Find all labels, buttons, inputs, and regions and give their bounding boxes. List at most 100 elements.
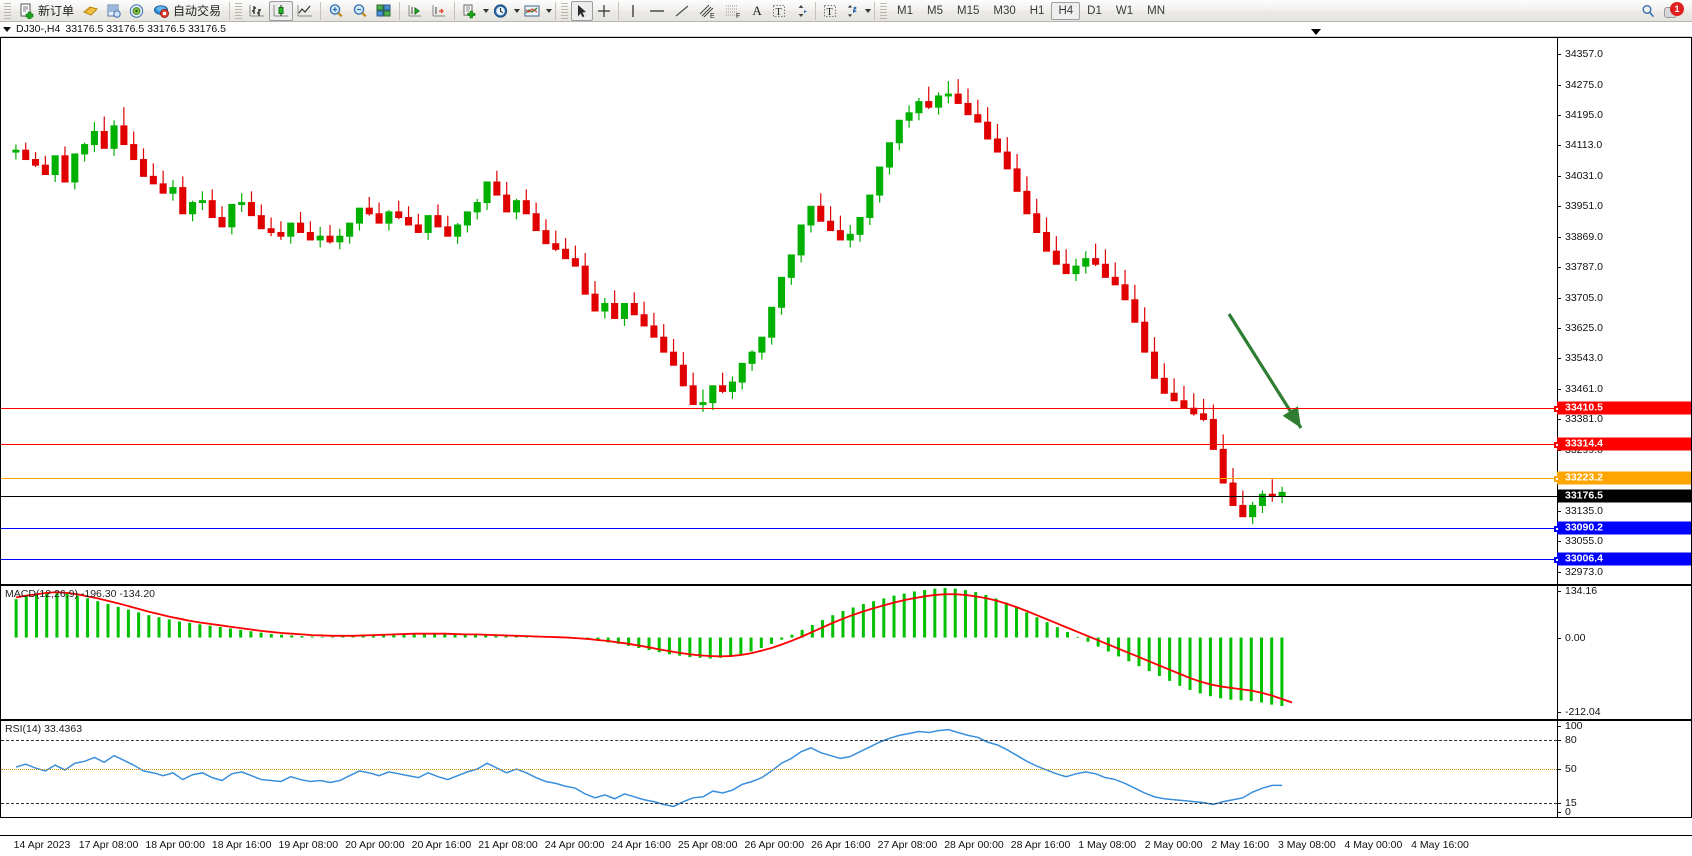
zoom-in-button[interactable] — [324, 1, 348, 21]
svg-text:T: T — [776, 7, 782, 18]
arrows-icon — [848, 4, 858, 17]
auto-trading-button[interactable]: 自动交易 — [148, 1, 226, 21]
line-chart-button[interactable] — [293, 1, 317, 21]
rsi-pane[interactable]: RSI(14) 33.4363 100 80 50 15 0 — [0, 720, 1692, 818]
text-label-button-2[interactable]: T — [819, 1, 841, 21]
resistance-line-2[interactable] — [1, 441, 1560, 448]
arrows-dropdown-caret[interactable] — [865, 8, 872, 13]
data-window-button[interactable] — [102, 1, 125, 21]
macd-tick: -212.04 — [1557, 706, 1691, 718]
text-label-button[interactable]: T — [768, 1, 790, 21]
svg-text:T: T — [827, 7, 833, 18]
timeframe-d1[interactable]: D1 — [1087, 4, 1102, 17]
new-order-button[interactable]: 新订单 — [14, 1, 79, 21]
shapes-button[interactable] — [790, 1, 812, 21]
vertical-line-button[interactable] — [622, 1, 644, 21]
fibonacci-button[interactable]: F — [720, 1, 746, 21]
templates-button[interactable] — [520, 1, 544, 21]
period-button[interactable] — [489, 1, 512, 21]
line-handle[interactable] — [1554, 441, 1560, 448]
price-tick: 33705.0 — [1557, 292, 1691, 304]
shift-end-button[interactable] — [403, 1, 427, 21]
toolbar-grip-3[interactable] — [561, 1, 569, 20]
rsi-level-15 — [1, 802, 1557, 804]
pending-order-line[interactable] — [1, 476, 1560, 483]
search-icon[interactable] — [1640, 3, 1658, 19]
current-price-line-label[interactable]: 33176.5 — [1557, 489, 1691, 503]
timeframe-m30[interactable]: M30 — [993, 4, 1016, 17]
line-handle[interactable] — [1554, 557, 1560, 564]
line-handle[interactable] — [1554, 406, 1560, 413]
chart-grid-button[interactable] — [372, 1, 396, 21]
crosshair-icon — [598, 4, 611, 17]
macd-pane[interactable]: MACD(12,26,9) -196.30 -134.20 134.16 0.00… — [0, 585, 1692, 720]
timeframe-m5[interactable]: M5 — [927, 4, 943, 17]
timeframe-w1[interactable]: W1 — [1115, 4, 1134, 17]
price-pane[interactable]: 34357.0 34275.0 34195.0 34113.0 34031.0 33951… — [0, 29, 1692, 585]
support-line-1[interactable] — [1, 525, 1560, 532]
down-arrow-annotation[interactable] — [1, 38, 1557, 584]
auto-scroll-button[interactable] — [427, 1, 451, 21]
time-axis[interactable]: 14 Apr 2023 17 Apr 08:00 18 Apr 00:00 18 Ap… — [0, 835, 1692, 856]
bar-chart-button[interactable] — [245, 1, 269, 21]
resistance-line-2-label[interactable]: 33314.4 — [1557, 437, 1691, 451]
chart-area[interactable]: 34357.0 34275.0 34195.0 34113.0 34031.0 33951… — [0, 29, 1692, 835]
timeframe-m1[interactable]: M1 — [897, 4, 914, 17]
bar-chart-icon — [249, 4, 265, 16]
scroll-marker-icon[interactable] — [1311, 29, 1321, 35]
shift-end-icon — [408, 4, 422, 16]
price-tick: 33787.0 — [1557, 261, 1691, 273]
timeframe-h1[interactable]: H1 — [1029, 4, 1045, 17]
price-plot[interactable] — [1, 38, 1557, 584]
time-tick: 19 Apr 08:00 — [278, 839, 339, 851]
arrows-button[interactable] — [841, 1, 863, 21]
cursor-button[interactable] — [571, 0, 594, 21]
horizontal-line-button[interactable] — [644, 1, 670, 21]
trendline-button[interactable] — [670, 1, 694, 21]
time-tick: 26 Apr 00:00 — [744, 839, 805, 851]
timeframe-h4[interactable]: H4 — [1051, 1, 1081, 20]
candlestick-series — [12, 79, 1286, 525]
macd-plot — [1, 586, 1557, 719]
zoom-out-button[interactable] — [348, 1, 372, 21]
toolbar-grip-2[interactable] — [235, 1, 243, 20]
pending-order-line-label[interactable]: 33223.2 — [1557, 471, 1691, 485]
line-handle[interactable] — [1554, 476, 1560, 483]
rsi-tick: 50 — [1557, 763, 1691, 775]
crosshair-button[interactable] — [593, 1, 615, 21]
line-handle[interactable] — [1554, 525, 1560, 532]
timeframe-mn[interactable]: MN — [1147, 4, 1165, 17]
price-axis[interactable]: 34357.0 34275.0 34195.0 34113.0 34031.0 33951… — [1557, 38, 1691, 584]
timeframe-m15[interactable]: M15 — [957, 4, 980, 17]
price-tick: 33951.0 — [1557, 200, 1691, 212]
toolbar-grip-4[interactable] — [880, 1, 888, 20]
indicators-dropdown-caret[interactable] — [483, 8, 490, 13]
price-tick: 34275.0 — [1557, 79, 1691, 91]
alerts-badge[interactable]: 1 — [1664, 1, 1684, 20]
macd-series — [14, 587, 1293, 706]
rsi-series — [15, 728, 1283, 808]
candlestick-chart-button[interactable] — [269, 0, 294, 21]
period-dropdown-caret[interactable] — [514, 8, 521, 13]
resistance-line-1[interactable] — [1, 406, 1560, 413]
toolbar-separator-2 — [320, 1, 322, 20]
toolbar-grip[interactable] — [4, 1, 11, 20]
toolbar-separator — [229, 1, 231, 20]
toolbar-separator-3 — [399, 1, 401, 20]
price-tick: 33055.0 — [1557, 535, 1691, 547]
chart-grid-icon — [376, 4, 391, 16]
indicators-button[interactable] — [458, 1, 481, 21]
text-button[interactable]: A — [746, 1, 768, 21]
chevron-down-icon[interactable] — [3, 26, 11, 32]
navigator-button[interactable] — [125, 1, 148, 21]
equidistant-channel-button[interactable]: E — [694, 1, 720, 21]
toolbar-right-group: 1 — [1640, 1, 1690, 20]
resistance-line-1-label[interactable]: 33410.5 — [1557, 401, 1691, 415]
candlestick-chart-icon — [273, 4, 289, 16]
expert-advisor-button[interactable] — [79, 1, 102, 21]
templates-dropdown-caret[interactable] — [546, 8, 553, 13]
current-price-line[interactable] — [1, 495, 1559, 497]
support-line-2[interactable] — [1, 557, 1560, 564]
support-line-1-label[interactable]: 33090.2 — [1557, 521, 1691, 535]
support-line-2-label[interactable]: 33006.4 — [1557, 552, 1691, 566]
